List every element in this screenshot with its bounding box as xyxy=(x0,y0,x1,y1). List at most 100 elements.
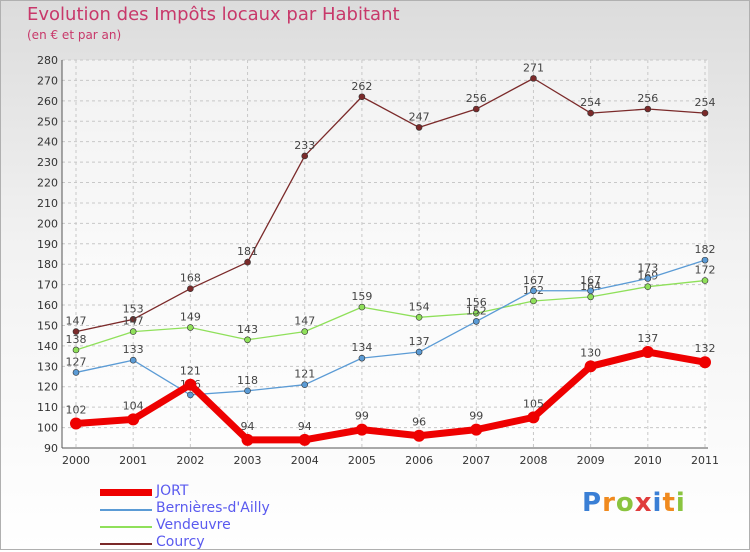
data-point xyxy=(72,346,80,354)
data-label: 254 xyxy=(695,96,716,109)
x-tick-label: 2006 xyxy=(405,454,433,467)
data-point xyxy=(187,391,194,399)
data-label: 104 xyxy=(123,399,144,412)
y-tick-label: 160 xyxy=(37,299,58,312)
chart-title: Evolution des Impôts locaux par Habitant xyxy=(27,4,400,25)
data-label: 94 xyxy=(241,420,255,433)
data-label: 181 xyxy=(237,245,258,258)
y-tick-label: 240 xyxy=(37,136,58,149)
x-tick-label: 2011 xyxy=(691,454,719,467)
legend-label: Vendeuvre xyxy=(156,517,231,533)
data-point xyxy=(184,378,197,391)
data-label: 172 xyxy=(695,264,716,277)
logo-letter: o xyxy=(615,488,635,518)
y-tick-label: 200 xyxy=(37,217,58,230)
data-label: 149 xyxy=(180,311,201,324)
data-point xyxy=(72,369,80,376)
data-label: 256 xyxy=(466,92,487,105)
data-point xyxy=(641,346,654,359)
data-label: 147 xyxy=(123,315,144,328)
logo-letter: i xyxy=(675,488,686,518)
data-label: 182 xyxy=(695,243,716,256)
data-point xyxy=(587,293,594,301)
legend-swatch xyxy=(100,526,152,528)
data-point xyxy=(413,429,426,442)
data-point xyxy=(187,285,194,293)
data-label: 168 xyxy=(180,272,201,285)
x-tick-label: 2002 xyxy=(176,454,204,467)
data-label: 147 xyxy=(66,315,87,328)
data-point xyxy=(301,328,309,335)
data-point xyxy=(472,318,480,325)
data-point xyxy=(358,93,366,101)
logo-letter: t xyxy=(662,488,676,518)
data-point xyxy=(644,275,652,282)
data-point xyxy=(129,316,137,323)
data-point xyxy=(244,258,251,266)
x-tick-label: 2008 xyxy=(519,454,547,467)
data-point xyxy=(355,423,368,436)
series-line xyxy=(75,77,706,333)
data-point xyxy=(358,303,366,311)
data-label: 152 xyxy=(466,304,487,317)
logo-letter: r xyxy=(602,488,616,518)
data-point xyxy=(127,413,140,426)
legend-item: Courcy xyxy=(100,534,340,552)
data-label: 153 xyxy=(123,302,144,315)
legend-item: Bernières-d'Ailly xyxy=(100,500,340,518)
data-point xyxy=(129,328,137,335)
data-point xyxy=(358,354,366,362)
legend-label: Bernières-d'Ailly xyxy=(156,500,270,516)
x-tick-label: 2001 xyxy=(119,454,147,467)
y-tick-label: 260 xyxy=(37,95,58,108)
data-point xyxy=(587,287,594,295)
data-label: 173 xyxy=(637,262,658,275)
data-label: 154 xyxy=(409,300,430,313)
plot-area xyxy=(62,60,708,448)
data-point xyxy=(587,109,594,117)
data-label: 127 xyxy=(66,355,87,368)
chart-legend: JORT Bernières-d'Ailly Vendeuvre Courcy xyxy=(100,483,340,552)
data-point xyxy=(584,360,597,373)
y-tick-label: 230 xyxy=(37,156,58,169)
data-label: 133 xyxy=(123,343,144,356)
chart-subtitle: (en € et par an) xyxy=(27,28,122,42)
data-point xyxy=(301,152,309,160)
data-point xyxy=(244,336,251,344)
data-label: 130 xyxy=(580,346,601,359)
data-label: 262 xyxy=(351,80,372,93)
logo-letter: P xyxy=(582,488,603,518)
y-tick-label: 110 xyxy=(37,401,58,414)
series-line xyxy=(75,348,706,444)
data-point xyxy=(415,124,423,131)
x-tick-label: 2009 xyxy=(577,454,605,467)
data-point xyxy=(472,309,480,317)
data-label: 233 xyxy=(294,139,315,152)
y-tick-label: 90 xyxy=(44,442,58,455)
data-label: 99 xyxy=(469,410,483,423)
y-tick-label: 190 xyxy=(37,238,58,251)
y-tick-label: 180 xyxy=(37,258,58,271)
legend-label: Courcy xyxy=(156,534,205,550)
y-tick-label: 100 xyxy=(37,422,58,435)
data-point xyxy=(699,356,711,369)
proxiti-logo: Proxiti xyxy=(582,488,686,518)
data-label: 105 xyxy=(523,397,544,410)
data-point xyxy=(470,423,483,436)
legend-item: Vendeuvre xyxy=(100,517,340,535)
data-label: 102 xyxy=(66,403,87,416)
data-point xyxy=(644,105,652,113)
data-point xyxy=(70,417,82,430)
y-tick-label: 170 xyxy=(37,279,58,292)
data-label: 167 xyxy=(580,274,601,287)
data-point xyxy=(72,328,80,335)
data-label: 167 xyxy=(523,274,544,287)
data-label: 118 xyxy=(237,374,258,387)
data-label: 156 xyxy=(466,296,487,309)
legend-item: JORT xyxy=(100,483,340,501)
data-point xyxy=(472,105,480,113)
y-tick-label: 140 xyxy=(37,340,58,353)
data-label: 96 xyxy=(412,416,426,429)
data-label: 143 xyxy=(237,323,258,336)
